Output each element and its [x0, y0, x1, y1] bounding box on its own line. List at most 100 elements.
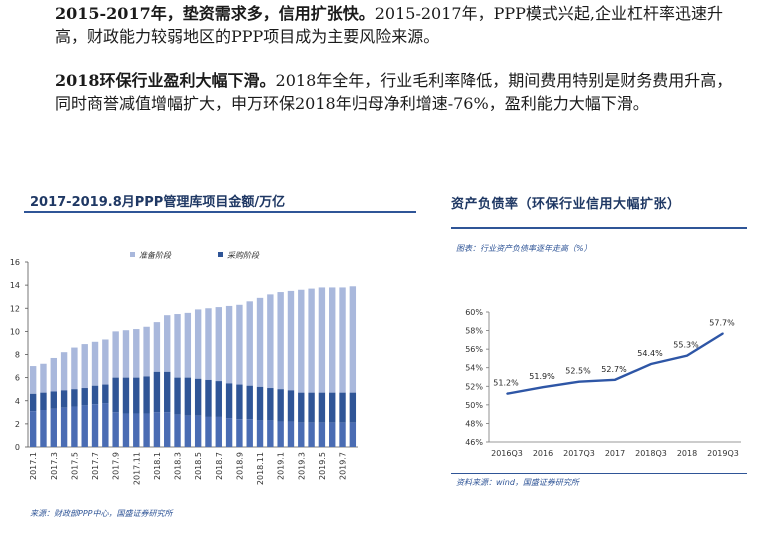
bar-segment-purchase [122, 377, 130, 414]
x-tick-label: 2016Q3 [491, 449, 523, 458]
bar-segment-base [329, 422, 336, 447]
y-tick-label: 52% [465, 382, 483, 391]
bar-segment-base [225, 418, 233, 447]
x-tick-label: 2017.1 [29, 452, 38, 480]
bar-segment-prep [71, 347, 78, 390]
bar-segment-prep [29, 366, 37, 394]
bar-segment-prep [318, 287, 326, 393]
bar-segment-purchase [174, 377, 181, 415]
bar-segment-base [122, 413, 130, 447]
bar-segment-base [205, 416, 212, 447]
y-tick-label: 2 [15, 420, 20, 429]
bar-segment-base [50, 408, 57, 447]
bar-segment-base [287, 421, 295, 447]
bar-segment-purchase [215, 381, 222, 417]
right-chart-bottom-rule [451, 473, 747, 474]
bar-segment-prep [205, 308, 212, 380]
legend-label: 采购阶段 [227, 251, 260, 260]
bar-segment-prep [215, 307, 222, 382]
bar-segment-base [143, 413, 150, 447]
bar-segment-purchase [71, 389, 78, 407]
left-chart-title: 2017-2019.8月PPP管理库项目金额/万亿 [30, 195, 286, 210]
left-chart-source: 来源：财政部PPP中心，国盛证券研究所 [30, 509, 173, 518]
bar-segment-prep [246, 301, 253, 386]
bar-segment-base [153, 412, 161, 447]
bar-segment-purchase [164, 371, 171, 413]
bar-segment-prep [143, 326, 150, 377]
bar-segment-purchase [318, 392, 326, 423]
bar-segment-base [318, 422, 326, 447]
data-point [722, 332, 724, 335]
bar-segment-purchase [50, 391, 57, 409]
bar-segment-base [91, 404, 99, 447]
paragraph-lead: 2015-2017年，垫资需求多，信用扩张快。 [55, 4, 375, 23]
legend-swatch [218, 252, 223, 257]
bar-segment-purchase [184, 377, 192, 416]
x-tick-label: 2018.9 [235, 452, 244, 480]
x-tick-label: 2019.7 [339, 452, 348, 480]
bar-segment-prep [194, 309, 202, 379]
right-chart-source: 资料来源：wind，国盛证券研究所 [456, 478, 579, 487]
x-tick-label: 2019.1 [277, 452, 286, 480]
paragraph-body: 2015-2017年，PPP模式兴起,企业杠杆率迅速升高，财政能力较弱地区的PP… [55, 4, 723, 46]
bar-segment-base [71, 406, 78, 447]
x-tick-label: 2017.7 [91, 452, 100, 480]
data-point [542, 386, 544, 389]
ppp-stacked-bar-chart: 0 2 4 6 8 10 12 14 16 2017.1 2017.3 2017.5 2017.7 201… [10, 251, 358, 485]
bar-segment-prep [81, 344, 88, 389]
data-point [578, 380, 580, 383]
bar-segment-base [40, 410, 47, 447]
bar-segment-prep [225, 305, 233, 384]
bar-segment-base [184, 415, 192, 447]
bar-segment-prep [60, 352, 68, 391]
bar-segment-purchase [349, 392, 357, 423]
bar-segment-purchase [339, 392, 346, 423]
bar-segment-prep [122, 330, 130, 378]
bar-segment-base [29, 411, 37, 447]
x-tick-label: 2017 [605, 449, 625, 458]
bar-segment-prep [287, 290, 295, 391]
bar-segment-prep [256, 297, 264, 387]
bar-segment-base [60, 407, 68, 447]
bar-segment-base [236, 419, 243, 447]
bar-segment-purchase [91, 385, 99, 405]
bar-segment-purchase [133, 377, 140, 414]
bar-segment-purchase [143, 376, 150, 414]
bar-segment-purchase [225, 383, 233, 419]
data-point [506, 392, 508, 395]
data-label: 55.3% [673, 341, 699, 350]
bar-segment-purchase [329, 392, 336, 423]
bar-segment-base [256, 420, 264, 447]
legend-swatch [130, 252, 135, 257]
x-tick-label: 2018 [677, 449, 697, 458]
paragraph-credit-expansion: 2015-2017年，垫资需求多，信用扩张快。2015-2017年，PPP模式兴… [55, 3, 745, 48]
bar-segment-prep [174, 314, 181, 378]
x-tick-label: 2019.3 [297, 452, 306, 480]
bar-segment-base [194, 415, 202, 447]
bar-segment-base [174, 414, 181, 447]
bar-segment-purchase [308, 392, 315, 423]
x-tick-label: 2017.3 [50, 452, 59, 480]
data-label: 51.2% [493, 379, 519, 388]
bar-segment-prep [236, 304, 243, 385]
bar-segment-base [277, 421, 284, 447]
bar-segment-base [164, 412, 171, 447]
bar-segment-purchase [287, 390, 295, 422]
x-tick-label: 2018.11 [256, 452, 265, 485]
x-tick-label: 2018.1 [153, 452, 162, 480]
right-chart-figure-label: 图表：行业资产负债率逐年走高（%） [456, 244, 592, 253]
x-tick-label: 2019Q3 [707, 449, 739, 458]
bar-segment-base [308, 422, 315, 447]
x-tick-label: 2019.5 [318, 452, 327, 480]
y-tick-label: 48% [465, 419, 483, 428]
y-tick-label: 8 [15, 351, 20, 360]
bar-segment-purchase [298, 392, 305, 423]
bar-segment-base [246, 419, 253, 447]
bar-segment-prep [112, 331, 119, 378]
y-tick-label: 14 [10, 281, 20, 290]
data-point [650, 363, 652, 365]
y-tick-label: 58% [465, 327, 483, 336]
bar-segment-purchase [40, 392, 47, 410]
y-tick-label: 50% [465, 401, 483, 410]
debt-ratio-line-chart: 46% 48% 50% 52% 54% 56% 58% 60% 51.2% 2016Q3 51.9%… [465, 308, 741, 458]
